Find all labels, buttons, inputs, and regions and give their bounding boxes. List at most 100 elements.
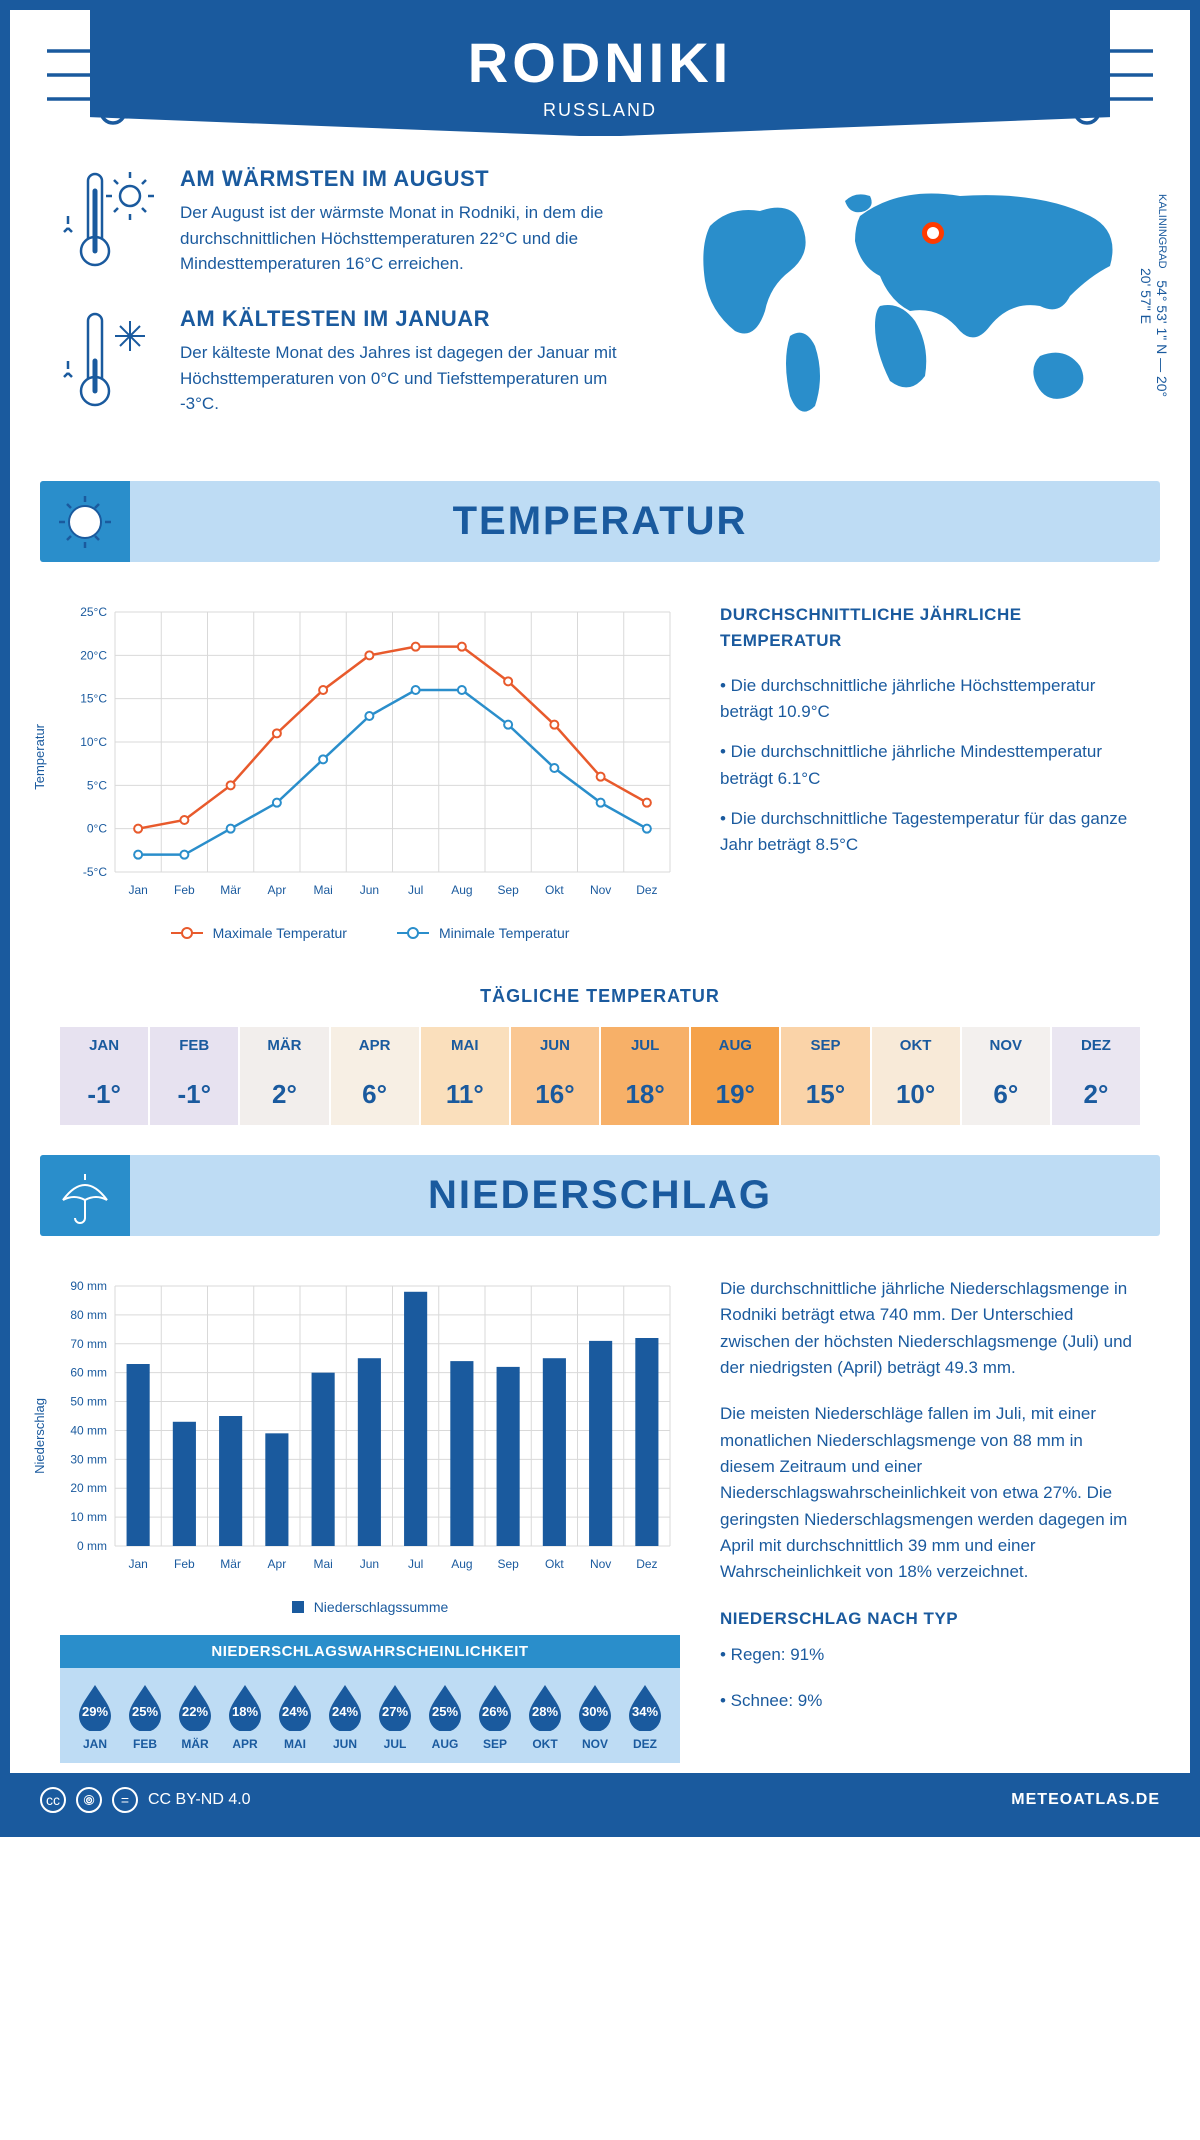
svg-text:Dez: Dez (636, 883, 657, 897)
svg-text:80 mm: 80 mm (70, 1308, 107, 1322)
svg-text:20 mm: 20 mm (70, 1481, 107, 1495)
svg-text:Jun: Jun (360, 1557, 379, 1571)
daily-temp-cell: AUG19° (691, 1027, 781, 1125)
svg-text:Mär: Mär (220, 1557, 241, 1571)
daily-temp-title: TÄGLICHE TEMPERATUR (10, 986, 1190, 1007)
svg-text:Jan: Jan (128, 883, 147, 897)
svg-text:Nov: Nov (590, 1557, 611, 1571)
daily-temp-cell: JUN16° (511, 1027, 601, 1125)
svg-text:Sep: Sep (497, 1557, 519, 1571)
thermometer-hot-icon (60, 166, 160, 281)
precip-probability-item: 24%MAI (270, 1683, 320, 1751)
precip-probability-item: 30%NOV (570, 1683, 620, 1751)
daily-temp-cell: SEP15° (781, 1027, 871, 1125)
svg-text:Nov: Nov (590, 883, 611, 897)
svg-text:10°C: 10°C (80, 735, 107, 749)
temperature-legend: Maximale Temperatur Minimale Temperatur (60, 925, 680, 941)
coldest-summary: AM KÄLTESTEN IM JANUAR Der kälteste Mona… (60, 306, 630, 421)
precip-probability-item: 29%JAN (70, 1683, 120, 1751)
svg-text:60 mm: 60 mm (70, 1366, 107, 1380)
precip-probability-item: 26%SEP (470, 1683, 520, 1751)
warmest-summary: AM WÄRMSTEN IM AUGUST Der August ist der… (60, 166, 630, 281)
svg-text:Okt: Okt (545, 1557, 564, 1571)
precipitation-heading: NIEDERSCHLAG (40, 1173, 1160, 1218)
country-subtitle: RUSSLAND (90, 100, 1110, 121)
svg-text:Apr: Apr (268, 883, 287, 897)
svg-text:Feb: Feb (174, 1557, 195, 1571)
svg-text:Mai: Mai (313, 883, 332, 897)
location-marker-icon (922, 222, 944, 244)
svg-text:Mär: Mär (220, 883, 241, 897)
temperature-section-header: TEMPERATUR (40, 481, 1160, 562)
sun-icon (40, 481, 130, 562)
brand-text: METEOATLAS.DE (1011, 1791, 1160, 1809)
svg-text:Jul: Jul (408, 1557, 423, 1571)
precip-probability-item: 18%APR (220, 1683, 270, 1751)
coldest-title: AM KÄLTESTEN IM JANUAR (180, 306, 630, 332)
precip-probability-item: 28%OKT (520, 1683, 570, 1751)
svg-text:5°C: 5°C (87, 778, 107, 792)
nd-icon: = (112, 1787, 138, 1813)
daily-temp-cell: FEB-1° (150, 1027, 240, 1125)
precipitation-summary-text: Die durchschnittliche jährliche Niedersc… (720, 1276, 1140, 1763)
precip-probability-item: 22%MÄR (170, 1683, 220, 1751)
precipitation-bar-chart: Niederschlag 0 mm10 mm20 mm30 mm40 mm50 … (60, 1276, 680, 1581)
svg-text:Aug: Aug (451, 1557, 472, 1571)
svg-text:Dez: Dez (636, 1557, 657, 1571)
svg-text:70 mm: 70 mm (70, 1337, 107, 1351)
svg-text:Apr: Apr (268, 1557, 287, 1571)
svg-text:Jun: Jun (360, 883, 379, 897)
svg-text:0°C: 0°C (87, 822, 107, 836)
world-map: KALININGRAD 54° 53' 1" N — 20° 20' 57" E (660, 166, 1140, 446)
precip-probability-item: 25%AUG (420, 1683, 470, 1751)
svg-text:Aug: Aug (451, 883, 472, 897)
svg-text:20°C: 20°C (80, 648, 107, 662)
license-text: CC BY-ND 4.0 (148, 1791, 251, 1809)
daily-temp-cell: JUL18° (601, 1027, 691, 1125)
svg-text:-5°C: -5°C (83, 865, 107, 879)
svg-text:Jan: Jan (128, 1557, 147, 1571)
coldest-body: Der kälteste Monat des Jahres ist dagege… (180, 340, 630, 417)
daily-temp-cell: DEZ2° (1052, 1027, 1140, 1125)
daily-temperature-table: JAN-1°FEB-1°MÄR2°APR6°MAI11°JUN16°JUL18°… (60, 1027, 1140, 1125)
daily-temp-cell: MAI11° (421, 1027, 511, 1125)
svg-text:50 mm: 50 mm (70, 1395, 107, 1409)
precipitation-probability-table: NIEDERSCHLAGSWAHRSCHEINLICHKEIT 29%JAN25… (60, 1635, 680, 1763)
daily-temp-cell: MÄR2° (240, 1027, 330, 1125)
precip-probability-item: 25%FEB (120, 1683, 170, 1751)
header-banner: RODNIKI RUSSLAND (90, 10, 1110, 136)
warmest-body: Der August ist der wärmste Monat in Rodn… (180, 200, 630, 277)
svg-text:10 mm: 10 mm (70, 1510, 107, 1524)
svg-text:25°C: 25°C (80, 605, 107, 619)
svg-text:30 mm: 30 mm (70, 1452, 107, 1466)
svg-text:Okt: Okt (545, 883, 564, 897)
thermometer-cold-icon (60, 306, 160, 421)
svg-text:Feb: Feb (174, 883, 195, 897)
coordinates-text: KALININGRAD 54° 53' 1" N — 20° 20' 57" E (1138, 186, 1170, 406)
cc-icon: cc (40, 1787, 66, 1813)
page-footer: cc 🞋 = CC BY-ND 4.0 METEOATLAS.DE (10, 1773, 1190, 1827)
temperature-heading: TEMPERATUR (40, 499, 1160, 544)
daily-temp-cell: OKT10° (872, 1027, 962, 1125)
svg-text:Mai: Mai (313, 1557, 332, 1571)
daily-temp-cell: NOV6° (962, 1027, 1052, 1125)
svg-text:90 mm: 90 mm (70, 1279, 107, 1293)
precip-probability-item: 24%JUN (320, 1683, 370, 1751)
warmest-title: AM WÄRMSTEN IM AUGUST (180, 166, 630, 192)
umbrella-icon (40, 1155, 130, 1236)
city-title: RODNIKI (90, 30, 1110, 95)
precip-probability-item: 27%JUL (370, 1683, 420, 1751)
temperature-summary-text: DURCHSCHNITTLICHE JÄHRLICHE TEMPERATUR •… (720, 602, 1140, 941)
precipitation-section-header: NIEDERSCHLAG (40, 1155, 1160, 1236)
by-icon: 🞋 (76, 1787, 102, 1813)
precipitation-legend: Niederschlagssumme (60, 1599, 680, 1615)
svg-text:Sep: Sep (497, 883, 519, 897)
daily-temp-cell: APR6° (331, 1027, 421, 1125)
svg-text:0 mm: 0 mm (77, 1539, 107, 1553)
svg-text:15°C: 15°C (80, 692, 107, 706)
precip-probability-item: 34%DEZ (620, 1683, 670, 1751)
svg-text:Jul: Jul (408, 883, 423, 897)
svg-text:40 mm: 40 mm (70, 1423, 107, 1437)
daily-temp-cell: JAN-1° (60, 1027, 150, 1125)
temperature-line-chart: Temperatur -5°C0°C5°C10°C15°C20°C25°CJan… (60, 602, 680, 907)
